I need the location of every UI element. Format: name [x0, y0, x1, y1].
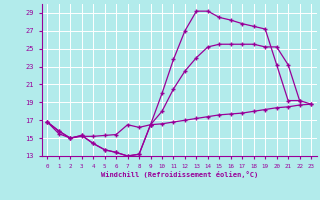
X-axis label: Windchill (Refroidissement éolien,°C): Windchill (Refroidissement éolien,°C): [100, 171, 258, 178]
